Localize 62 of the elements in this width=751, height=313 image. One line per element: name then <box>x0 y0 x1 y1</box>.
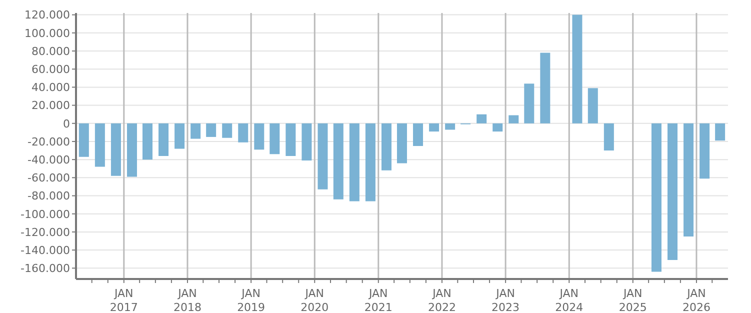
bar <box>668 123 678 260</box>
bar <box>254 123 264 150</box>
bar <box>651 123 662 272</box>
y-tick-label: -100.000 <box>20 208 70 221</box>
bar <box>492 123 503 132</box>
x-tick-label: JAN 2024 <box>555 287 584 313</box>
bar <box>524 84 534 124</box>
y-tick-label: 80.000 <box>32 44 70 58</box>
y-tick-label: 40.000 <box>32 81 70 94</box>
bar <box>604 123 614 151</box>
bar <box>238 123 248 142</box>
bar <box>270 123 280 154</box>
y-tick-label: -80.000 <box>28 190 70 203</box>
x-tick-label: JAN 2018 <box>173 287 202 313</box>
bar <box>142 123 152 160</box>
y-tick-label: 120.000 <box>24 8 70 22</box>
bar <box>540 52 550 124</box>
y-tick-label: -40.000 <box>28 153 70 166</box>
bar <box>206 123 216 137</box>
y-tick-label: -120.000 <box>20 226 70 239</box>
y-tick-label: -160.000 <box>20 262 70 276</box>
y-tick-label: 0 <box>63 117 70 130</box>
bar <box>318 123 328 190</box>
x-tick-label: JAN 2023 <box>492 287 520 313</box>
bar <box>158 123 169 156</box>
bar <box>349 123 360 202</box>
bar <box>110 123 121 176</box>
bar <box>588 88 598 124</box>
bar <box>508 115 519 124</box>
bar <box>222 123 232 138</box>
x-tick-label: JAN 2021 <box>364 287 392 313</box>
bar <box>126 123 137 177</box>
bar <box>429 123 440 132</box>
y-tick-label: 60.000 <box>32 63 70 76</box>
bar <box>286 123 296 156</box>
bar <box>684 123 694 236</box>
bar <box>381 123 392 170</box>
x-tick-label: JAN 2022 <box>428 287 456 313</box>
bar <box>365 123 376 202</box>
x-tick-label: JAN 2026 <box>682 287 710 313</box>
x-tick-label: JAN 2019 <box>237 287 266 313</box>
bar <box>302 123 312 160</box>
bar <box>333 123 344 200</box>
y-tick-label: -20.000 <box>28 135 70 148</box>
x-tick-label: JAN 2017 <box>110 287 138 313</box>
bar <box>174 123 185 149</box>
x-tick-label: JAN 2025 <box>618 287 647 313</box>
bar <box>715 123 726 141</box>
y-tick-label: -60.000 <box>28 172 70 185</box>
bar <box>396 123 407 164</box>
y-tick-label: 20.000 <box>32 99 70 112</box>
bar <box>78 123 89 157</box>
bar <box>476 114 487 124</box>
bar <box>445 123 456 130</box>
bar <box>572 14 582 124</box>
bar <box>413 123 424 146</box>
x-tick-label: JAN 2020 <box>300 287 329 313</box>
bar <box>190 123 201 139</box>
bar <box>94 123 105 167</box>
y-tick-label: -140.000 <box>20 244 70 257</box>
bar <box>700 123 710 179</box>
y-tick-label: 100.000 <box>24 26 70 40</box>
